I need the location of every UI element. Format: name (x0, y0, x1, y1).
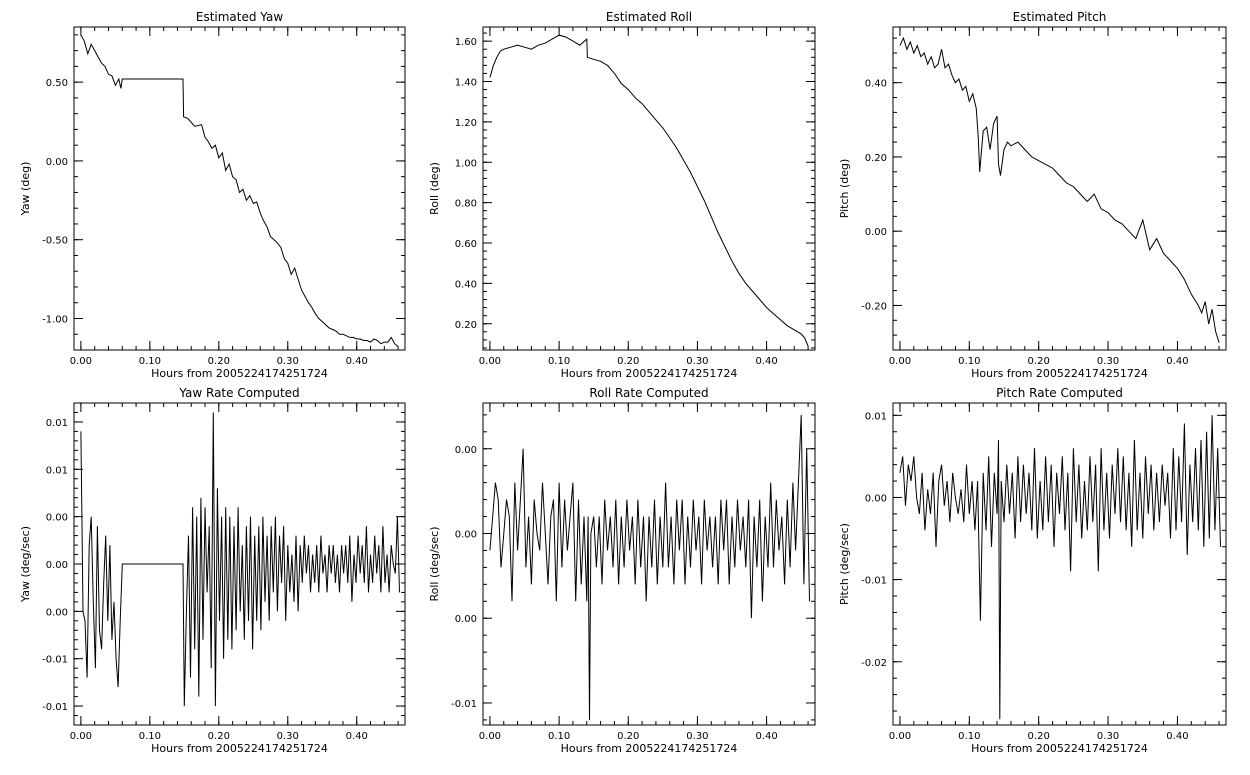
y-axis-label: Pitch (deg) (838, 159, 851, 219)
y-tick-label: 0.40 (455, 279, 477, 290)
x-tick-label: 0.10 (958, 731, 980, 742)
x-tick-label: 0.10 (139, 731, 161, 742)
data-line-series-1 (899, 415, 1221, 720)
x-tick-label: 0.00 (479, 356, 501, 367)
x-axis-label: Hours from 2005224174251724 (151, 367, 328, 380)
y-tick-label: -1.00 (42, 314, 68, 325)
y-axis-label: Roll (deg) (428, 162, 441, 215)
x-tick-label: 0.30 (686, 356, 708, 367)
y-tick-label: -0.50 (42, 236, 68, 247)
y-tick-label: 0.80 (455, 199, 477, 210)
chart-6: Pitch Rate Computed Hours from 2005224174… (838, 386, 1227, 755)
x-axis-label: Hours from 2005224174251724 (561, 367, 738, 380)
x-axis-label: Hours from 2005224174251724 (971, 742, 1148, 755)
y-tick-label: 0.00 (865, 227, 887, 238)
y-tick-label: 0.00 (46, 607, 68, 618)
y-tick-label: 0.00 (455, 614, 477, 625)
y-axis-label: Pitch (deg/sec) (838, 523, 851, 605)
plot-frame (892, 26, 1227, 351)
plot-frame (73, 26, 406, 351)
chart-5: Roll Rate Computed Hours from 20052241742… (428, 386, 816, 755)
y-tick-label: 1.60 (455, 37, 477, 48)
x-axis-label: Hours from 2005224174251724 (151, 742, 328, 755)
chart-1: Estimated Yaw Hours from 2005224174251724… (19, 10, 406, 380)
x-tick-label: 0.40 (346, 356, 368, 367)
x-tick-label: 0.00 (889, 356, 911, 367)
chart-title: Pitch Rate Computed (996, 386, 1123, 400)
chart-title: Estimated Roll (606, 10, 692, 24)
chart-2: Estimated Roll Hours from 200522417425172… (428, 10, 816, 380)
x-tick-label: 0.00 (479, 731, 501, 742)
y-axis-label: Roll (deg/sec) (428, 526, 441, 601)
data-line-series-1 (489, 34, 809, 347)
x-tick-label: 0.40 (346, 731, 368, 742)
x-tick-label: 0.20 (208, 356, 230, 367)
y-tick-label: 0.20 (865, 153, 887, 164)
data-line-series-1 (80, 412, 400, 707)
y-axis-label: Yaw (deg/sec) (19, 526, 32, 603)
y-tick-label: -0.01 (861, 576, 887, 587)
y-tick-label: 0.00 (455, 445, 477, 456)
x-tick-label: 0.20 (1028, 731, 1050, 742)
chart-3: Estimated Pitch Hours from 20052241742517… (838, 10, 1227, 380)
data-line-series-1 (489, 414, 810, 720)
y-tick-label: 0.00 (46, 560, 68, 571)
x-tick-label: 0.40 (1166, 731, 1188, 742)
x-tick-label: 0.00 (70, 356, 92, 367)
y-tick-label: 0.40 (865, 79, 887, 90)
y-tick-label: 0.01 (46, 418, 68, 429)
y-tick-label: 0.01 (46, 465, 68, 476)
y-tick-label: 1.20 (455, 118, 477, 129)
plot-frame (482, 402, 816, 726)
y-tick-label: 0.00 (46, 157, 68, 168)
y-tick-label: -0.01 (451, 699, 477, 710)
plot-frame (482, 26, 816, 351)
x-tick-label: 0.30 (686, 731, 708, 742)
y-tick-label: -0.01 (42, 655, 68, 666)
data-line-series-1 (899, 36, 1220, 343)
chart-4: Yaw Rate Computed Hours from 200522417425… (19, 386, 406, 755)
x-tick-label: 0.40 (1166, 356, 1188, 367)
y-tick-label: -0.20 (861, 301, 887, 312)
x-tick-label: 0.00 (70, 731, 92, 742)
y-tick-label: -0.01 (42, 702, 68, 713)
x-axis-label: Hours from 2005224174251724 (971, 367, 1148, 380)
x-tick-label: 0.30 (1097, 731, 1119, 742)
x-tick-label: 0.30 (1097, 356, 1119, 367)
y-tick-label: 0.00 (865, 493, 887, 504)
x-tick-label: 0.40 (755, 731, 777, 742)
x-tick-label: 0.20 (1028, 356, 1050, 367)
x-tick-label: 0.20 (617, 356, 639, 367)
y-tick-label: 1.40 (455, 78, 477, 89)
chart-title: Estimated Pitch (1013, 10, 1107, 24)
y-tick-label: 0.20 (455, 320, 477, 331)
y-tick-label: 1.00 (455, 158, 477, 169)
x-tick-label: 0.20 (617, 731, 639, 742)
x-tick-label: 0.10 (548, 731, 570, 742)
chart-title: Roll Rate Computed (589, 386, 708, 400)
x-tick-label: 0.10 (139, 356, 161, 367)
x-tick-label: 0.00 (889, 731, 911, 742)
y-tick-label: 0.00 (455, 529, 477, 540)
chart-title: Yaw Rate Computed (178, 386, 299, 400)
chart-title: Estimated Yaw (196, 10, 283, 24)
plot-frame (892, 402, 1227, 726)
x-tick-label: 0.10 (548, 356, 570, 367)
y-tick-label: -0.02 (861, 658, 887, 669)
y-tick-label: 0.60 (455, 239, 477, 250)
data-line-series-1 (80, 34, 399, 348)
x-tick-label: 0.30 (277, 731, 299, 742)
x-axis-label: Hours from 2005224174251724 (561, 742, 738, 755)
y-tick-label: 0.50 (46, 78, 68, 89)
y-tick-label: 0.01 (865, 411, 887, 422)
y-axis-label: Yaw (deg) (19, 162, 32, 217)
y-tick-label: 0.00 (46, 513, 68, 524)
x-tick-label: 0.40 (755, 356, 777, 367)
x-tick-label: 0.30 (277, 356, 299, 367)
x-tick-label: 0.20 (208, 731, 230, 742)
x-tick-label: 0.10 (958, 356, 980, 367)
